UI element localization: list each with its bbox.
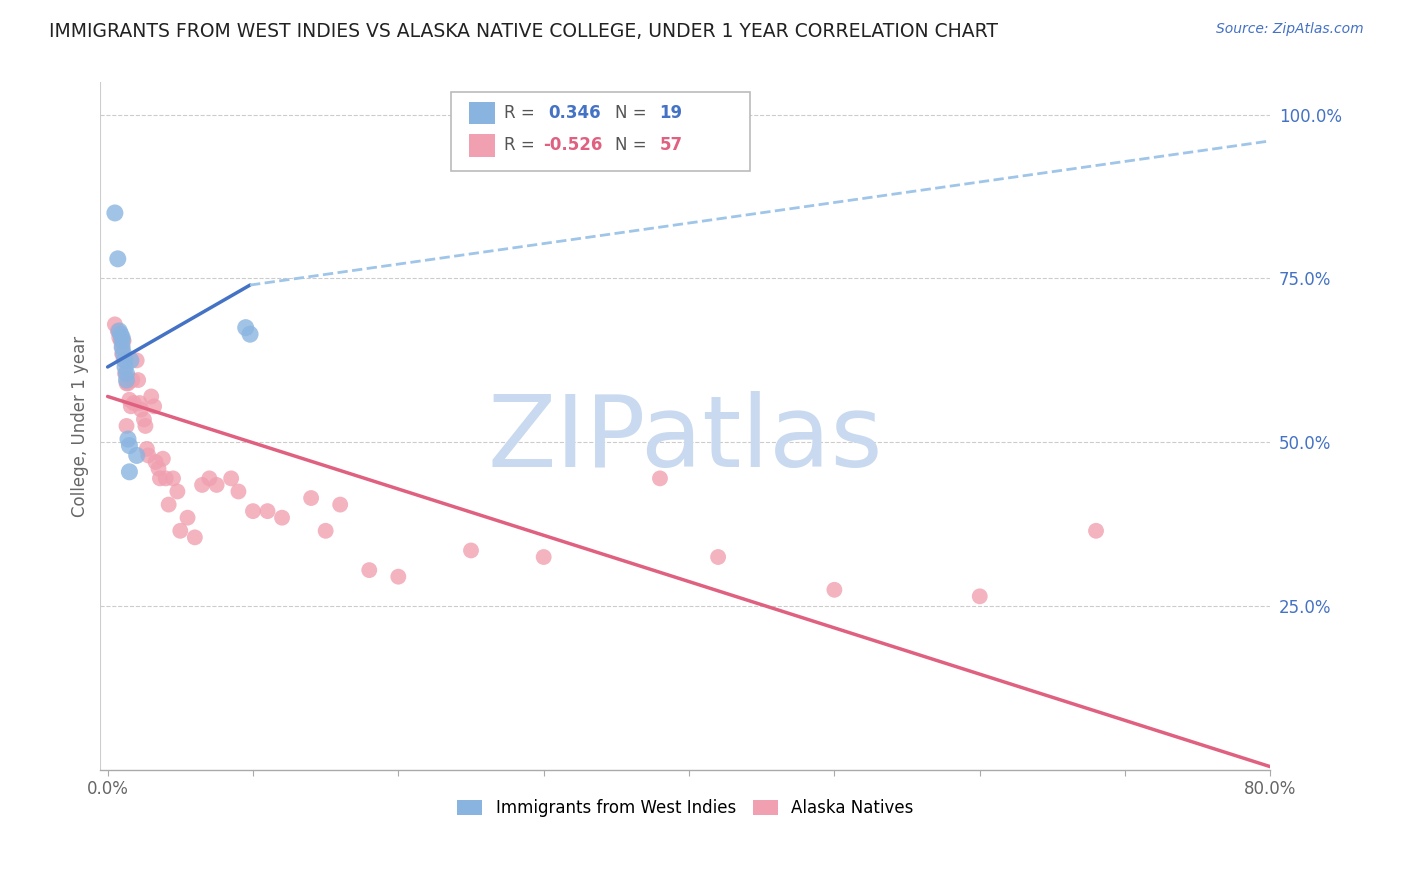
Text: R =: R = <box>503 103 540 122</box>
Point <box>191 478 214 492</box>
Point <box>112 334 135 348</box>
Point <box>149 471 172 485</box>
Point <box>129 402 152 417</box>
Text: 57: 57 <box>659 136 683 154</box>
Point <box>118 439 141 453</box>
Point <box>155 471 177 485</box>
Point <box>112 347 135 361</box>
Point <box>148 461 170 475</box>
Point <box>823 582 845 597</box>
Point <box>104 206 127 220</box>
Point <box>315 524 337 538</box>
Point <box>111 340 134 354</box>
Point <box>111 330 134 344</box>
Point <box>120 399 142 413</box>
Point <box>112 353 135 368</box>
Point <box>118 465 141 479</box>
Point <box>271 510 294 524</box>
Point <box>242 504 264 518</box>
Point <box>114 359 136 374</box>
Point <box>136 449 159 463</box>
Point <box>198 471 221 485</box>
Point <box>134 419 156 434</box>
Point <box>184 530 207 544</box>
Point <box>219 471 242 485</box>
Point <box>141 389 163 403</box>
Point <box>104 318 127 332</box>
Point <box>128 396 150 410</box>
Point <box>239 327 262 342</box>
Point <box>205 478 228 492</box>
Point <box>125 353 148 368</box>
Point <box>115 376 138 391</box>
Text: N =: N = <box>616 103 652 122</box>
Point <box>359 563 381 577</box>
Point <box>152 451 174 466</box>
Text: R =: R = <box>503 136 540 154</box>
Point <box>145 455 167 469</box>
Point <box>387 569 409 583</box>
Point <box>115 419 138 434</box>
Point <box>176 510 198 524</box>
Point <box>228 484 250 499</box>
Point <box>111 347 134 361</box>
Point <box>122 396 145 410</box>
Point <box>117 432 139 446</box>
Point <box>115 367 138 381</box>
Point <box>107 252 129 266</box>
Point <box>107 324 129 338</box>
Text: -0.526: -0.526 <box>543 136 602 154</box>
Point <box>108 330 131 344</box>
Point <box>117 376 139 391</box>
Point <box>166 484 188 499</box>
Point <box>115 373 138 387</box>
FancyBboxPatch shape <box>470 134 495 157</box>
Point <box>125 449 148 463</box>
Point <box>157 498 180 512</box>
Point <box>299 491 322 505</box>
Point <box>132 412 155 426</box>
Text: ZIPatlas: ZIPatlas <box>488 392 883 488</box>
Legend: Immigrants from West Indies, Alaska Natives: Immigrants from West Indies, Alaska Nati… <box>451 792 920 823</box>
Point <box>121 373 143 387</box>
Point <box>111 334 134 348</box>
Point <box>162 471 184 485</box>
Point <box>110 327 132 342</box>
Point <box>143 399 166 413</box>
Point <box>127 373 149 387</box>
Point <box>110 334 132 348</box>
Text: Source: ZipAtlas.com: Source: ZipAtlas.com <box>1216 22 1364 37</box>
Point <box>235 320 257 334</box>
Point <box>111 340 134 354</box>
Point <box>256 504 278 518</box>
Text: IMMIGRANTS FROM WEST INDIES VS ALASKA NATIVE COLLEGE, UNDER 1 YEAR CORRELATION C: IMMIGRANTS FROM WEST INDIES VS ALASKA NA… <box>49 22 998 41</box>
Point <box>114 367 136 381</box>
Point <box>707 549 730 564</box>
Text: 0.346: 0.346 <box>548 103 602 122</box>
Y-axis label: College, Under 1 year: College, Under 1 year <box>72 335 89 516</box>
Text: N =: N = <box>616 136 652 154</box>
Text: 19: 19 <box>659 103 683 122</box>
Point <box>329 498 352 512</box>
Point <box>1085 524 1108 538</box>
FancyBboxPatch shape <box>470 102 495 124</box>
Point <box>118 392 141 407</box>
Point <box>108 324 131 338</box>
Point <box>120 353 142 368</box>
Point <box>169 524 191 538</box>
Point <box>648 471 671 485</box>
Point <box>969 590 991 604</box>
FancyBboxPatch shape <box>451 92 749 171</box>
Point <box>135 442 157 456</box>
Point <box>460 543 482 558</box>
Point <box>533 549 555 564</box>
Point <box>114 353 136 368</box>
